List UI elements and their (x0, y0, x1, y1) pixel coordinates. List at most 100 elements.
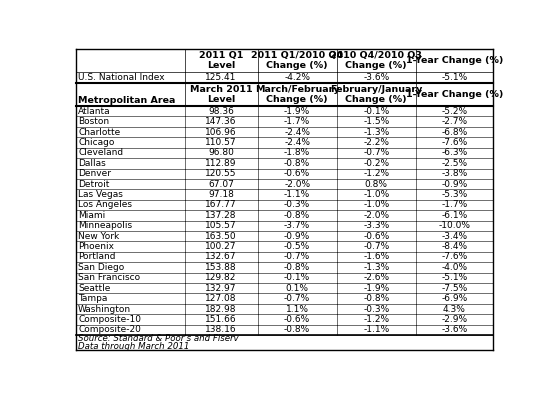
Bar (76, 83, 493, 106)
Text: -2.0%: -2.0% (363, 211, 389, 220)
Bar (76, 262, 493, 273)
Text: -0.7%: -0.7% (284, 253, 310, 262)
Text: -0.6%: -0.6% (284, 169, 310, 178)
Text: -1.7%: -1.7% (284, 117, 310, 126)
Text: -3.6%: -3.6% (363, 73, 389, 82)
Text: -0.8%: -0.8% (284, 211, 310, 220)
Text: -1.3%: -1.3% (363, 263, 389, 272)
Text: 1-Year Change (%): 1-Year Change (%) (406, 56, 503, 65)
Text: -1.6%: -1.6% (363, 253, 389, 262)
Bar (76, 106, 493, 117)
Text: -6.9%: -6.9% (441, 294, 468, 303)
Text: 127.08: 127.08 (205, 294, 237, 303)
Text: 1-Year Change (%): 1-Year Change (%) (406, 90, 503, 99)
Text: -0.3%: -0.3% (284, 201, 310, 210)
Text: Detroit: Detroit (78, 180, 109, 189)
Text: Charlotte: Charlotte (78, 128, 120, 137)
Text: 151.66: 151.66 (205, 315, 237, 324)
Text: -0.8%: -0.8% (284, 159, 310, 168)
Bar (76, 304, 493, 314)
Bar (76, 252, 493, 262)
Text: 0.8%: 0.8% (365, 180, 388, 189)
Text: -5.3%: -5.3% (441, 190, 468, 199)
Text: -7.6%: -7.6% (441, 138, 468, 147)
Text: -0.9%: -0.9% (284, 232, 310, 241)
Text: -1.3%: -1.3% (363, 128, 389, 137)
Bar (76, 200, 493, 210)
Text: -3.7%: -3.7% (284, 221, 310, 230)
Bar (76, 127, 493, 137)
Text: 1.1%: 1.1% (285, 305, 309, 314)
Text: 2011 Q1/2010 Q4: 2011 Q1/2010 Q4 (251, 51, 343, 60)
Text: 153.88: 153.88 (205, 263, 237, 272)
Text: -7.6%: -7.6% (441, 253, 468, 262)
Text: March 2011: March 2011 (190, 85, 252, 94)
Text: -0.7%: -0.7% (363, 149, 389, 157)
Text: -1.1%: -1.1% (284, 190, 310, 199)
Text: -1.7%: -1.7% (441, 201, 468, 210)
Text: 129.82: 129.82 (206, 273, 237, 282)
Bar (76, 314, 493, 325)
Text: -1.9%: -1.9% (363, 284, 389, 293)
Text: -1.0%: -1.0% (363, 190, 389, 199)
Text: U.S. National Index: U.S. National Index (78, 73, 165, 82)
Text: Atlanta: Atlanta (78, 107, 111, 116)
Bar (76, 49, 493, 72)
Text: -2.7%: -2.7% (441, 117, 468, 126)
Text: -0.7%: -0.7% (284, 294, 310, 303)
Text: -6.3%: -6.3% (441, 149, 468, 157)
Text: -2.0%: -2.0% (284, 180, 310, 189)
Bar (76, 148, 493, 158)
Text: -0.2%: -0.2% (363, 159, 389, 168)
Bar (76, 221, 493, 231)
Text: -6.8%: -6.8% (441, 128, 468, 137)
Text: Level: Level (207, 61, 235, 70)
Text: 167.77: 167.77 (205, 201, 237, 210)
Text: 2011 Q1: 2011 Q1 (199, 51, 243, 60)
Text: 106.96: 106.96 (205, 128, 237, 137)
Text: Miami: Miami (78, 211, 106, 220)
Text: -2.4%: -2.4% (284, 128, 310, 137)
Text: Chicago: Chicago (78, 138, 114, 147)
Text: 0.1%: 0.1% (285, 284, 309, 293)
Text: 163.50: 163.50 (205, 232, 237, 241)
Text: 67.07: 67.07 (208, 180, 234, 189)
Text: 105.57: 105.57 (205, 221, 237, 230)
Text: 120.55: 120.55 (205, 169, 237, 178)
Text: -4.2%: -4.2% (284, 73, 310, 82)
Text: -5.1%: -5.1% (441, 73, 468, 82)
Text: -2.6%: -2.6% (363, 273, 389, 282)
Text: -5.2%: -5.2% (441, 107, 468, 116)
Text: Portland: Portland (78, 253, 116, 262)
Text: Data through March 2011: Data through March 2011 (78, 342, 190, 351)
Text: -0.5%: -0.5% (284, 242, 310, 251)
Text: 147.36: 147.36 (205, 117, 237, 126)
Text: Metropolitan Area: Metropolitan Area (78, 96, 175, 105)
Text: -0.1%: -0.1% (284, 273, 310, 282)
Text: -2.5%: -2.5% (441, 159, 468, 168)
Text: -1.2%: -1.2% (363, 169, 389, 178)
Text: February/January: February/January (330, 85, 422, 94)
Text: 110.57: 110.57 (205, 138, 237, 147)
Text: San Diego: San Diego (78, 263, 124, 272)
Text: San Francisco: San Francisco (78, 273, 140, 282)
Text: Composite-10: Composite-10 (78, 315, 141, 324)
Text: -1.5%: -1.5% (363, 117, 389, 126)
Text: Dallas: Dallas (78, 159, 106, 168)
Text: 182.98: 182.98 (205, 305, 237, 314)
Text: -3.6%: -3.6% (441, 325, 468, 335)
Text: Boston: Boston (78, 117, 109, 126)
Bar (76, 169, 493, 179)
Text: -5.1%: -5.1% (441, 273, 468, 282)
Text: Washington: Washington (78, 305, 131, 314)
Text: March/February: March/February (255, 85, 339, 94)
Text: -1.9%: -1.9% (284, 107, 310, 116)
Bar (76, 294, 493, 304)
Text: -0.6%: -0.6% (363, 232, 389, 241)
Bar (76, 273, 493, 283)
Text: -0.8%: -0.8% (363, 294, 389, 303)
Text: -1.8%: -1.8% (284, 149, 310, 157)
Text: -2.9%: -2.9% (441, 315, 468, 324)
Text: Las Vegas: Las Vegas (78, 190, 123, 199)
Text: Change (%): Change (%) (345, 95, 407, 104)
